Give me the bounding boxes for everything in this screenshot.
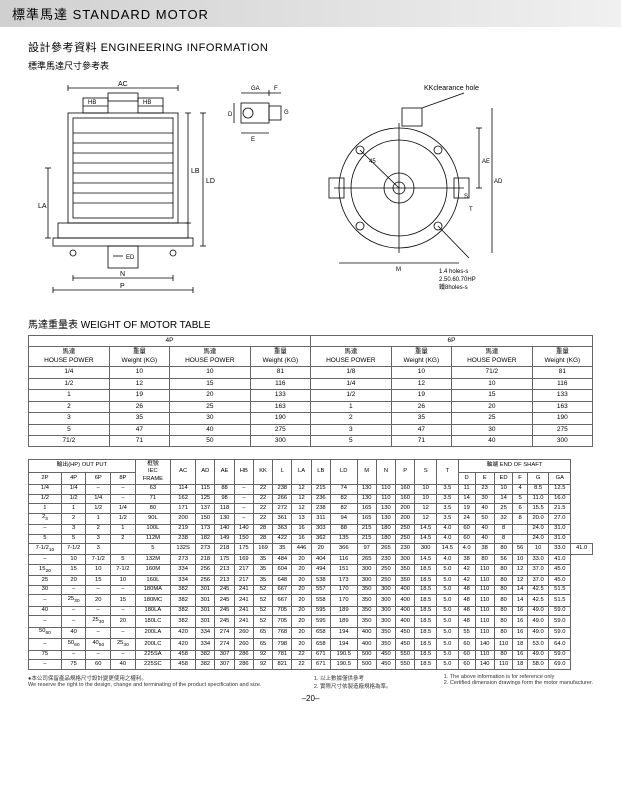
svg-text:AD: AD bbox=[494, 179, 503, 185]
header-cn: 標準馬達 bbox=[12, 7, 68, 22]
svg-text:HB: HB bbox=[88, 100, 96, 106]
svg-text:E: E bbox=[251, 137, 255, 143]
svg-text:GA: GA bbox=[251, 86, 260, 92]
drawing-shaft-detail: GA F G D E bbox=[226, 78, 296, 148]
svg-text:AE: AE bbox=[482, 159, 490, 165]
subtitle: 標準馬達尺寸參考表 bbox=[28, 59, 593, 72]
svg-text:AC: AC bbox=[118, 81, 128, 88]
dimension-table: 輸出(HP) OUT PUT 框號 IEC FRAME ACADAEHB KKL… bbox=[28, 459, 593, 669]
svg-text:2.50.60.70HP: 2.50.60.70HP bbox=[439, 277, 476, 283]
svg-text:ED: ED bbox=[126, 255, 135, 261]
svg-text:S: S bbox=[464, 194, 468, 200]
footer-notes: ●本公司保留產品規格尺寸設計變更使用之權利。 We reserve the ri… bbox=[28, 674, 593, 690]
svg-text:P: P bbox=[120, 283, 125, 290]
section-title: 設計參考資料 ENGINEERING INFORMATION bbox=[28, 39, 593, 55]
svg-text:KKclearance hole: KKclearance hole bbox=[424, 85, 479, 92]
svg-text:D: D bbox=[228, 112, 233, 118]
svg-text:45: 45 bbox=[369, 159, 376, 165]
drawing-flange-view: KKclearance hole 45 AE AD S T M 1.4 hole… bbox=[304, 78, 504, 298]
header-en: STANDARD MOTOR bbox=[73, 7, 209, 22]
svg-text:1.4 holes-s: 1.4 holes-s bbox=[439, 269, 468, 275]
svg-text:F: F bbox=[274, 86, 278, 92]
weight-table: 4P 6P 馬達 HOUSE POWER重量 Weight (KG)馬達 HOU… bbox=[28, 335, 593, 447]
svg-text:M: M bbox=[396, 267, 401, 273]
page-header: 標準馬達 STANDARD MOTOR bbox=[0, 0, 621, 27]
drawing-front-view: AC HB HB LB LA LD ED N P bbox=[28, 78, 218, 298]
svg-text:鐵8holes-s: 鐵8holes-s bbox=[439, 283, 468, 291]
svg-text:G: G bbox=[284, 110, 289, 116]
svg-text:LB: LB bbox=[191, 168, 200, 175]
weight-table-title: 馬達重量表 WEIGHT OF MOTOR TABLE bbox=[28, 316, 593, 331]
svg-text:HB: HB bbox=[143, 100, 151, 106]
page-number: –20– bbox=[28, 694, 593, 703]
svg-text:LD: LD bbox=[206, 178, 215, 185]
svg-text:LA: LA bbox=[38, 203, 47, 210]
engineering-drawings: AC HB HB LB LA LD ED N P GA F G D E bbox=[28, 78, 593, 298]
svg-text:N: N bbox=[120, 271, 125, 278]
svg-text:T: T bbox=[469, 207, 473, 213]
